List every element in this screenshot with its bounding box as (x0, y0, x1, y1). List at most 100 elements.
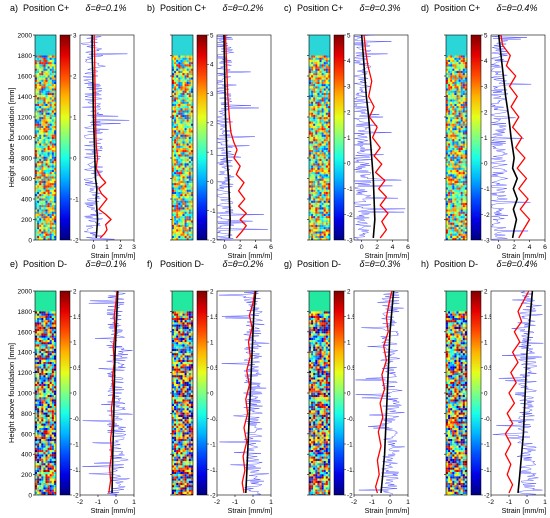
heatmap-cell (323, 235, 326, 239)
heatmap-cell (462, 152, 465, 155)
colorbar (59, 34, 71, 241)
heatmap-cell (446, 238, 449, 240)
heatmap-cell (319, 59, 322, 63)
heatmap-cell (456, 218, 459, 221)
heatmap-cell (454, 161, 457, 164)
heatmap-cell (317, 99, 320, 102)
heatmap-cell (184, 346, 187, 349)
heatmap-cell (190, 169, 193, 173)
heatmap-cell (462, 103, 465, 107)
heatmap-cell (323, 158, 326, 162)
heatmap-cell (315, 145, 318, 148)
heatmap-cell (180, 318, 183, 321)
heatmap-cell (184, 130, 187, 133)
heatmap-cell (454, 216, 457, 219)
heatmap-cell (452, 229, 455, 232)
heatmap-cell (184, 233, 187, 236)
heatmap-cell (323, 106, 326, 109)
heatmap-cell (41, 452, 44, 455)
heatmap-cell (37, 59, 40, 63)
heatmap-cell (323, 183, 326, 186)
heatmap-cell (53, 143, 56, 146)
heatmap-cell (190, 342, 193, 345)
y-tick-label: 1200 (18, 370, 33, 377)
heatmap-cell (454, 121, 457, 124)
heatmap-cell (319, 200, 322, 203)
heatmap-cell (311, 178, 314, 181)
heatmap-cell (53, 156, 56, 159)
heatmap-cell (458, 209, 461, 212)
heatmap-cell (311, 172, 314, 175)
heatmap-cell (323, 156, 326, 159)
heatmap-cell (464, 117, 467, 120)
heatmap-cell (47, 147, 50, 151)
heatmap-cell (51, 200, 54, 203)
heatmap-cell (309, 106, 312, 109)
heatmap-cell (51, 77, 54, 80)
heatmap-cell (186, 329, 189, 332)
heatmap-cell (174, 73, 177, 76)
heatmap-cell (313, 180, 316, 184)
heatmap-cell (41, 172, 44, 175)
heatmap-cell (456, 158, 459, 162)
heatmap-cell (178, 55, 181, 58)
heatmap-cell (188, 174, 191, 177)
heatmap-cell (172, 224, 175, 228)
heatmap-cell (309, 121, 312, 124)
heatmap-cell (176, 392, 179, 395)
heatmap-cell (176, 95, 179, 98)
heatmap-cell (37, 209, 40, 212)
heatmap-cell (43, 474, 46, 477)
heatmap-cell (43, 92, 46, 96)
heatmap-cell (47, 346, 50, 349)
heatmap-cell (456, 174, 459, 177)
heatmap-cell (172, 92, 175, 96)
heatmap-cell (446, 57, 449, 60)
heatmap-cell (313, 79, 316, 82)
heatmap-cell (178, 384, 181, 387)
heatmap-cell (190, 224, 193, 228)
heatmap-cell (35, 125, 38, 129)
average-strain-curve (363, 34, 389, 239)
heatmap-cell (178, 99, 181, 102)
heatmap-cell (172, 154, 175, 157)
heatmap-cell (454, 106, 457, 109)
heatmap-cell (172, 68, 175, 71)
heatmap-cell (190, 211, 193, 214)
heatmap-cell (37, 57, 40, 60)
heatmap-cell (51, 441, 54, 444)
heatmap-cell (319, 202, 322, 206)
heatmap-cell (45, 454, 48, 457)
heatmap-cell (188, 397, 191, 400)
heatmap-cell (452, 70, 455, 74)
heatmap-cell (188, 373, 191, 376)
heatmap-cell (184, 103, 187, 107)
heatmap-cell (448, 172, 451, 175)
heatmap-cell (174, 145, 177, 148)
heatmap-cell (180, 353, 183, 356)
heatmap-cell (464, 75, 467, 78)
heatmap-cell (35, 205, 38, 208)
heatmap-cell (53, 187, 56, 190)
heatmap-cell (47, 101, 50, 104)
heatmap-cell (184, 324, 187, 327)
heatmap-cell (446, 62, 449, 65)
heatmap-cell (315, 84, 318, 87)
heatmap-cell (51, 156, 54, 159)
heatmap-cell (53, 194, 56, 197)
heatmap-cell (174, 348, 177, 351)
heatmap-cell (460, 123, 463, 126)
heatmap-cell (464, 235, 467, 239)
heatmap-cell (182, 229, 185, 232)
heatmap-cell (174, 202, 177, 206)
heatmap-cell (43, 125, 46, 129)
heatmap-cell (43, 183, 46, 186)
heatmap-cell (45, 395, 48, 398)
heatmap-cell (315, 70, 318, 74)
heatmap-cell (309, 191, 312, 195)
heatmap-cell (37, 141, 40, 144)
heatmap-cell (446, 216, 449, 219)
heatmap-cell (45, 491, 48, 494)
heatmap-cell (319, 92, 322, 96)
heatmap-cell (448, 189, 451, 192)
